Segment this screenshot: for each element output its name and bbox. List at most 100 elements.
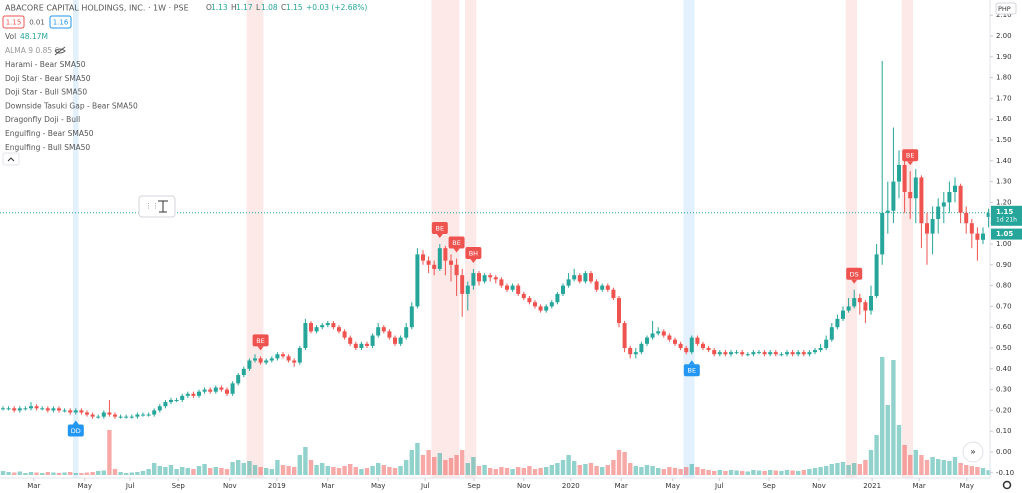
volume-bar: [768, 470, 773, 475]
candle-body: [762, 352, 767, 355]
candle-body: [348, 337, 353, 344]
volume-bar: [829, 464, 834, 475]
candle-body: [241, 368, 246, 376]
candle-body: [846, 306, 851, 311]
volume-bar: [924, 460, 930, 475]
indicator-label: Doji Star - Bull SMA50: [5, 88, 87, 97]
marker-label: DD: [71, 427, 81, 435]
y-tick-label: -0.10: [996, 469, 1014, 477]
candle-body: [180, 395, 185, 400]
candle-body: [521, 293, 526, 299]
candle-body: [437, 248, 442, 269]
sell-button[interactable]: [2, 15, 25, 29]
drag-handle[interactable]: ⋮⋮: [145, 202, 159, 210]
volume-bar: [415, 443, 420, 475]
volume-bar: [751, 470, 756, 475]
collapse-button[interactable]: [2, 152, 20, 166]
candle-body: [628, 347, 633, 355]
candle-body: [421, 254, 425, 261]
hide-icon[interactable]: [54, 46, 66, 56]
volume-bar: [527, 466, 532, 475]
volume-bar: [443, 460, 448, 475]
x-tick-label: May: [960, 482, 974, 490]
volume-bar: [672, 468, 678, 475]
y-tick-label: 0.40: [996, 365, 1012, 373]
settings-button[interactable]: [1002, 480, 1012, 490]
scroll-circle[interactable]: [962, 441, 984, 463]
volume-bar: [376, 463, 381, 475]
volume-bar: [84, 472, 90, 475]
text-tool-icon[interactable]: [158, 200, 168, 213]
signal-band: [465, 0, 477, 478]
candle-body: [359, 343, 364, 348]
x-tick-label: May: [371, 482, 385, 490]
buy-price[interactable]: 1.16: [53, 19, 69, 27]
candle-body: [807, 352, 812, 355]
candle-body: [275, 354, 280, 359]
scroll-button[interactable]: »: [962, 441, 984, 463]
candle-body: [947, 191, 952, 203]
volume-bar: [297, 455, 302, 475]
volume-bar: [840, 462, 846, 475]
x-tick-label: Jul: [125, 482, 135, 490]
indicator-label: Engulfing - Bull SMA50: [5, 143, 90, 152]
signal-band: [683, 0, 695, 478]
candle-body: [331, 323, 336, 328]
x-tick-label: Sep: [762, 482, 776, 490]
volume-bar: [964, 465, 969, 475]
volume-bar: [812, 468, 818, 475]
volume-bar: [622, 452, 627, 475]
candle-body: [505, 285, 509, 290]
sell-price[interactable]: 1.15: [6, 19, 22, 27]
volume-bar: [616, 450, 622, 475]
floating-toolbar[interactable]: ⋮⋮: [138, 195, 176, 218]
volume-bar: [364, 468, 370, 475]
volume-bar: [874, 435, 879, 475]
candle-body: [941, 202, 946, 207]
collapse-box[interactable]: [2, 152, 20, 166]
collapse-icon[interactable]: [7, 157, 15, 162]
volume-bar: [404, 460, 409, 475]
gear-icon[interactable]: [1002, 480, 1012, 490]
candle-body: [801, 352, 806, 355]
candle-body: [499, 279, 504, 286]
candle-body: [796, 352, 801, 355]
volume-bar: [678, 469, 683, 475]
candle-body: [902, 164, 907, 192]
candle-body: [297, 347, 302, 363]
buy-button[interactable]: [49, 15, 72, 29]
volume-bar: [336, 468, 342, 475]
scroll-icon[interactable]: »: [970, 448, 976, 458]
spread: 0.01: [29, 19, 45, 27]
volume-bar: [639, 467, 644, 475]
volume-bar: [140, 471, 146, 475]
candle-body: [303, 323, 308, 348]
candle-body: [409, 306, 414, 328]
volume-bar: [359, 469, 364, 475]
y-tick-label: 1.00: [996, 240, 1012, 248]
y-tick-label: 0.70: [996, 302, 1012, 310]
volume-bar: [465, 463, 470, 475]
y-tick-label: 0.10: [996, 427, 1012, 435]
x-tick-label: Mar: [27, 482, 40, 490]
candle-body: [835, 318, 840, 328]
y-tick-label: 1.70: [996, 94, 1012, 102]
candle-body: [673, 339, 677, 344]
volume-bar: [185, 468, 190, 475]
candle-body: [465, 285, 470, 294]
candle-body: [62, 410, 67, 412]
ohlc-key: H: [231, 3, 237, 12]
marker-label: BE: [256, 337, 265, 345]
volume-bar: [40, 473, 45, 475]
ohlc-value: 1.08: [261, 3, 278, 12]
signal-marker: DD: [67, 420, 84, 437]
candle-body: [432, 264, 437, 269]
candle-body: [141, 414, 145, 416]
y-tick-label: 0.80: [996, 282, 1012, 290]
signal-band: [845, 0, 857, 478]
volume-bar: [594, 466, 599, 475]
candle-body: [913, 177, 918, 199]
volume-bar: [6, 472, 11, 475]
volume-bar: [706, 470, 711, 475]
